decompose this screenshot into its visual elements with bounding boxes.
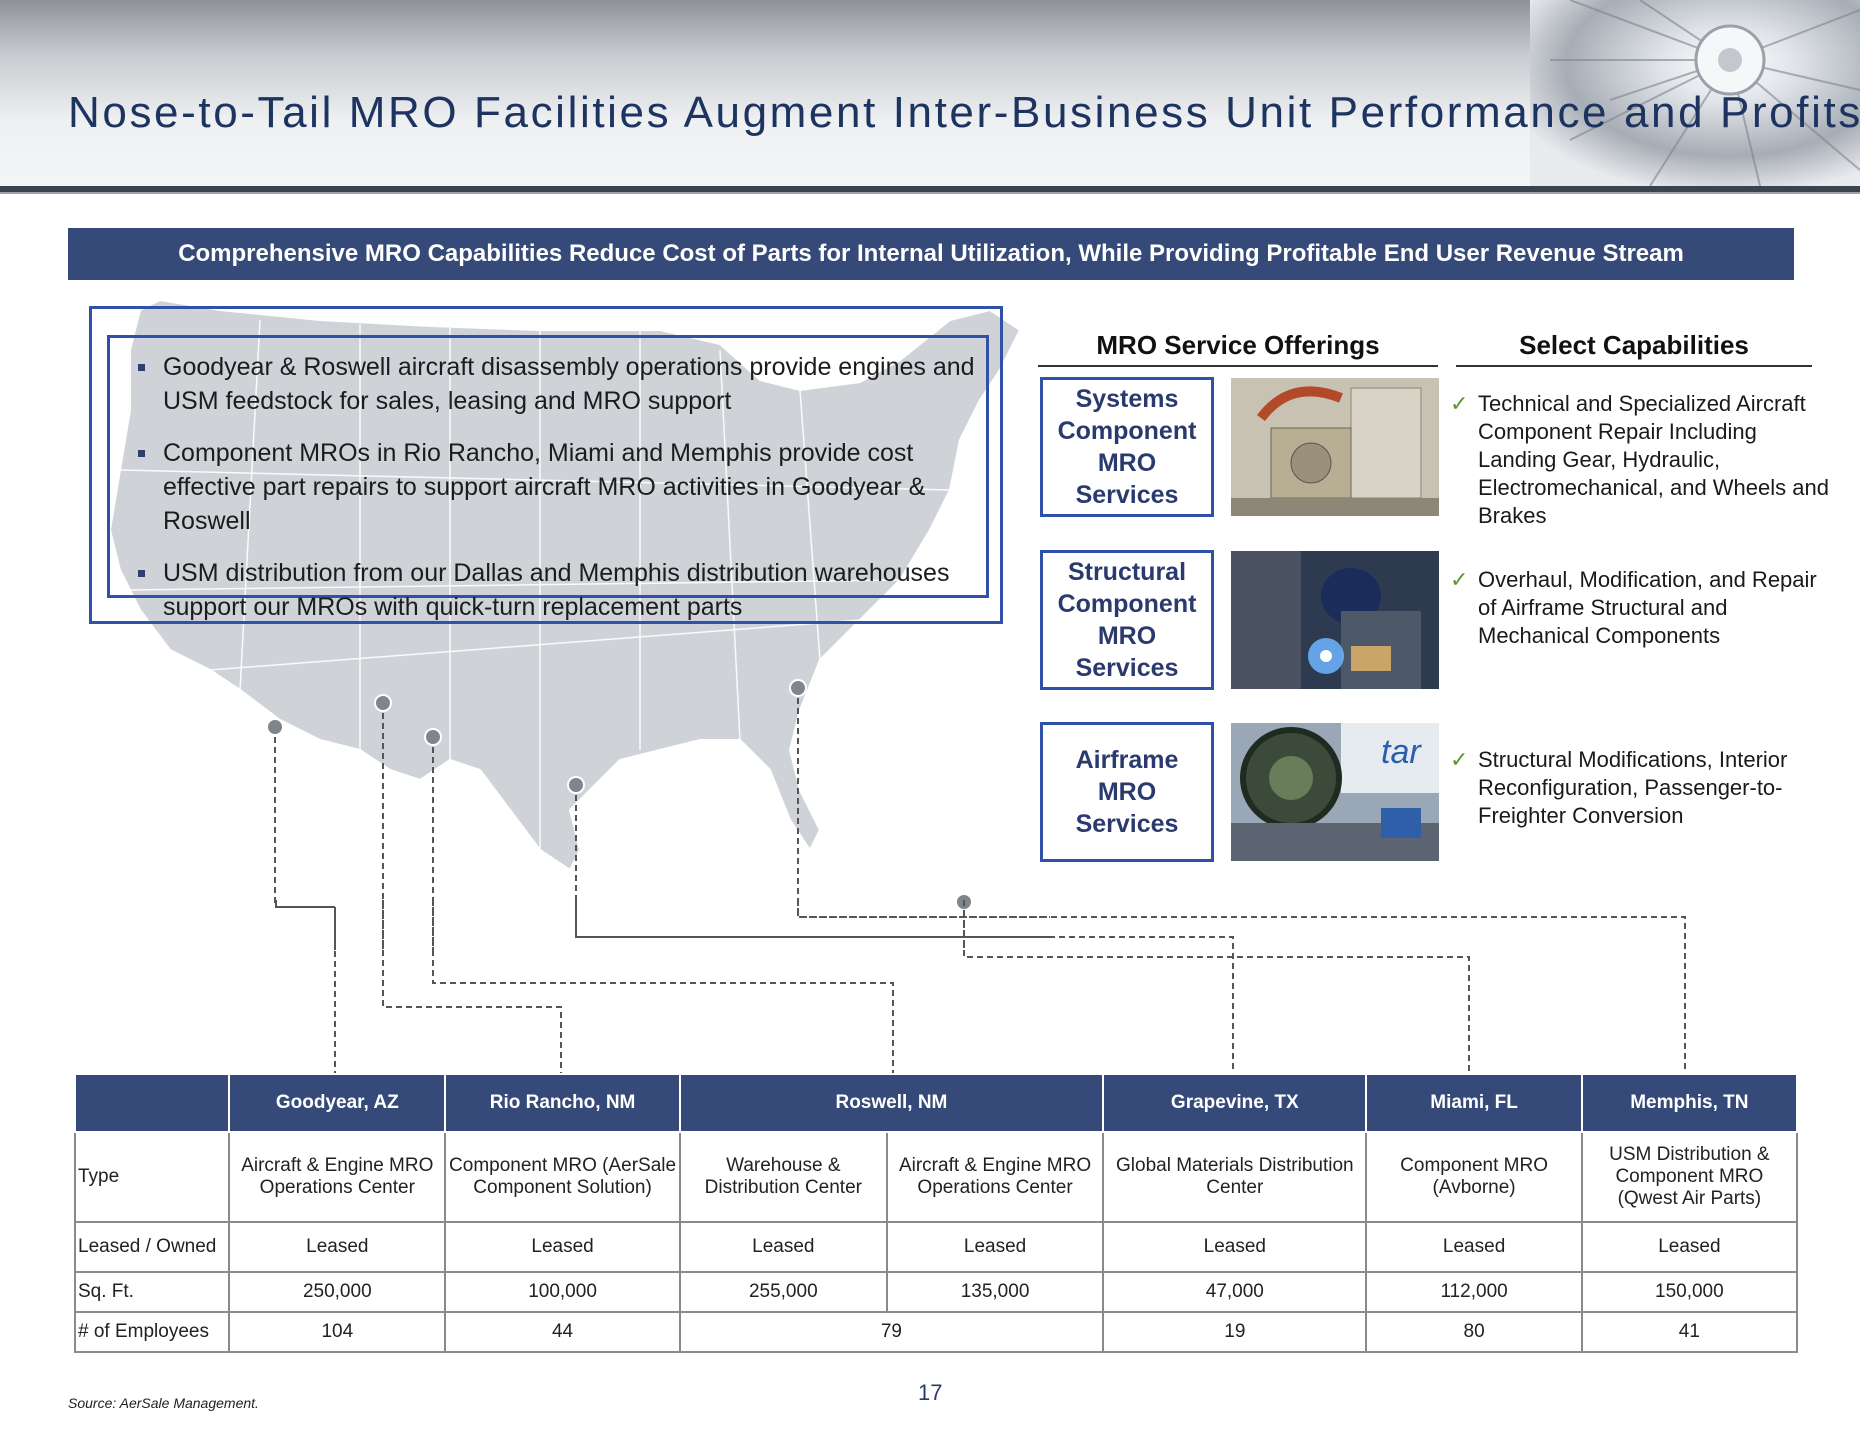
row-label: Sq. Ft. — [73, 1271, 231, 1313]
table-cell: 47,000 — [1102, 1271, 1368, 1313]
table-cell: 150,000 — [1580, 1271, 1799, 1313]
header-miami: Miami, FL — [1365, 1073, 1583, 1133]
svg-text:tar: tar — [1381, 733, 1422, 771]
capability-text: Structural Modifications, Interior Recon… — [1478, 747, 1788, 828]
table-cell: Leased — [678, 1221, 888, 1273]
marker-grapevine — [567, 776, 585, 794]
services-header: MRO Service Offerings — [1038, 330, 1438, 367]
table-cell: Leased — [1580, 1221, 1799, 1273]
table-cell: 135,000 — [885, 1271, 1105, 1313]
photo-welding — [1231, 551, 1439, 689]
header-memphis: Memphis, TN — [1580, 1073, 1799, 1133]
table-cell: Leased — [1102, 1221, 1368, 1273]
us-map — [108, 298, 1050, 950]
marker-rio-rancho — [374, 694, 392, 712]
table-cell: 255,000 — [678, 1271, 888, 1313]
row-label: Type — [73, 1131, 231, 1223]
capabilities-header: Select Capabilities — [1456, 330, 1812, 367]
bullet-item: Goodyear & Roswell aircraft disassembly … — [136, 350, 986, 418]
table-cell: Aircraft & Engine MRO Operations Center — [885, 1131, 1105, 1223]
table-cell: 112,000 — [1365, 1271, 1583, 1313]
service-airframe: Airframe MRO Services — [1040, 722, 1214, 862]
header-blank — [73, 1073, 231, 1133]
check-icon: ✓ — [1450, 567, 1469, 592]
header-grapevine: Grapevine, TX — [1102, 1073, 1368, 1133]
table-cell: 100,000 — [444, 1271, 681, 1313]
table-row: Sq. Ft. 250,000 100,000 255,000 135,000 … — [73, 1271, 1799, 1313]
capability-text: Technical and Specialized Aircraft Compo… — [1478, 391, 1829, 528]
check-icon: ✓ — [1450, 747, 1469, 772]
table-row: Leased / Owned Leased Leased Leased Leas… — [73, 1221, 1799, 1273]
summary-banner: Comprehensive MRO Capabilities Reduce Co… — [68, 228, 1794, 280]
table-cell: Aircraft & Engine MRO Operations Center — [228, 1131, 447, 1223]
marker-memphis — [789, 679, 807, 697]
table-cell: Leased — [1365, 1221, 1583, 1273]
table-cell: Warehouse & Distribution Center — [678, 1131, 888, 1223]
service-structural-component: Structural Component MRO Services — [1040, 550, 1214, 690]
table-cell: 79 — [678, 1311, 1105, 1353]
table-cell: 250,000 — [228, 1271, 447, 1313]
table-cell: 80 — [1365, 1311, 1583, 1353]
table-cell: Global Materials Distribution Center — [1102, 1131, 1368, 1223]
header-rio-rancho: Rio Rancho, NM — [444, 1073, 681, 1133]
table-cell: 104 — [228, 1311, 447, 1353]
bullet-item: Component MROs in Rio Rancho, Miami and … — [136, 436, 986, 538]
header-rule — [0, 186, 1860, 192]
service-systems-component: Systems Component MRO Services — [1040, 377, 1214, 517]
bullet-list: Goodyear & Roswell aircraft disassembly … — [136, 350, 986, 642]
source-note: Source: AerSale Management. — [68, 1395, 259, 1411]
table-cell: Component MRO (Avborne) — [1365, 1131, 1583, 1223]
table-cell: 41 — [1580, 1311, 1799, 1353]
facilities-table: Goodyear, AZ Rio Rancho, NM Roswell, NM … — [73, 1073, 1799, 1353]
table-cell: 19 — [1102, 1311, 1368, 1353]
table-cell: Leased — [444, 1221, 681, 1273]
bullet-frame-outer — [89, 306, 1003, 624]
leader-lines — [275, 900, 1686, 1073]
table-cell: 44 — [444, 1311, 681, 1353]
table-cell: Leased — [228, 1221, 447, 1273]
row-label: Leased / Owned — [73, 1221, 231, 1273]
header-roswell: Roswell, NM — [678, 1073, 1105, 1133]
page-number: 17 — [918, 1380, 943, 1405]
check-icon: ✓ — [1450, 391, 1469, 416]
turbine-image — [1530, 0, 1860, 186]
table-cell: Component MRO (AerSale Component Solutio… — [444, 1131, 681, 1223]
header-rule-accent — [0, 192, 1860, 194]
marker-goodyear — [266, 718, 284, 736]
capability-text: Overhaul, Modification, and Repair of Ai… — [1478, 567, 1817, 648]
capability-item: ✓ Technical and Specialized Aircraft Com… — [1450, 390, 1830, 530]
row-label: # of Employees — [73, 1311, 231, 1353]
table-cell: USM Distribution & Component MRO (Qwest … — [1580, 1131, 1799, 1223]
capability-item: ✓ Structural Modifications, Interior Rec… — [1450, 746, 1830, 830]
table-cell: Leased — [885, 1221, 1105, 1273]
page-title: Nose-to-Tail MRO Facilities Augment Inte… — [68, 88, 1860, 137]
photo-airframe-hangar: tar — [1231, 723, 1439, 861]
table-row: Type Aircraft & Engine MRO Operations Ce… — [73, 1131, 1799, 1223]
table-header-row: Goodyear, AZ Rio Rancho, NM Roswell, NM … — [73, 1073, 1799, 1133]
marker-roswell — [424, 728, 442, 746]
header-goodyear: Goodyear, AZ — [228, 1073, 447, 1133]
bullet-item: USM distribution from our Dallas and Mem… — [136, 556, 986, 624]
bullet-frame-inner — [107, 335, 989, 598]
capability-item: ✓ Overhaul, Modification, and Repair of … — [1450, 566, 1830, 650]
photo-component-test-rig — [1231, 378, 1439, 516]
table-row: # of Employees 104 44 79 19 80 41 — [73, 1311, 1799, 1353]
